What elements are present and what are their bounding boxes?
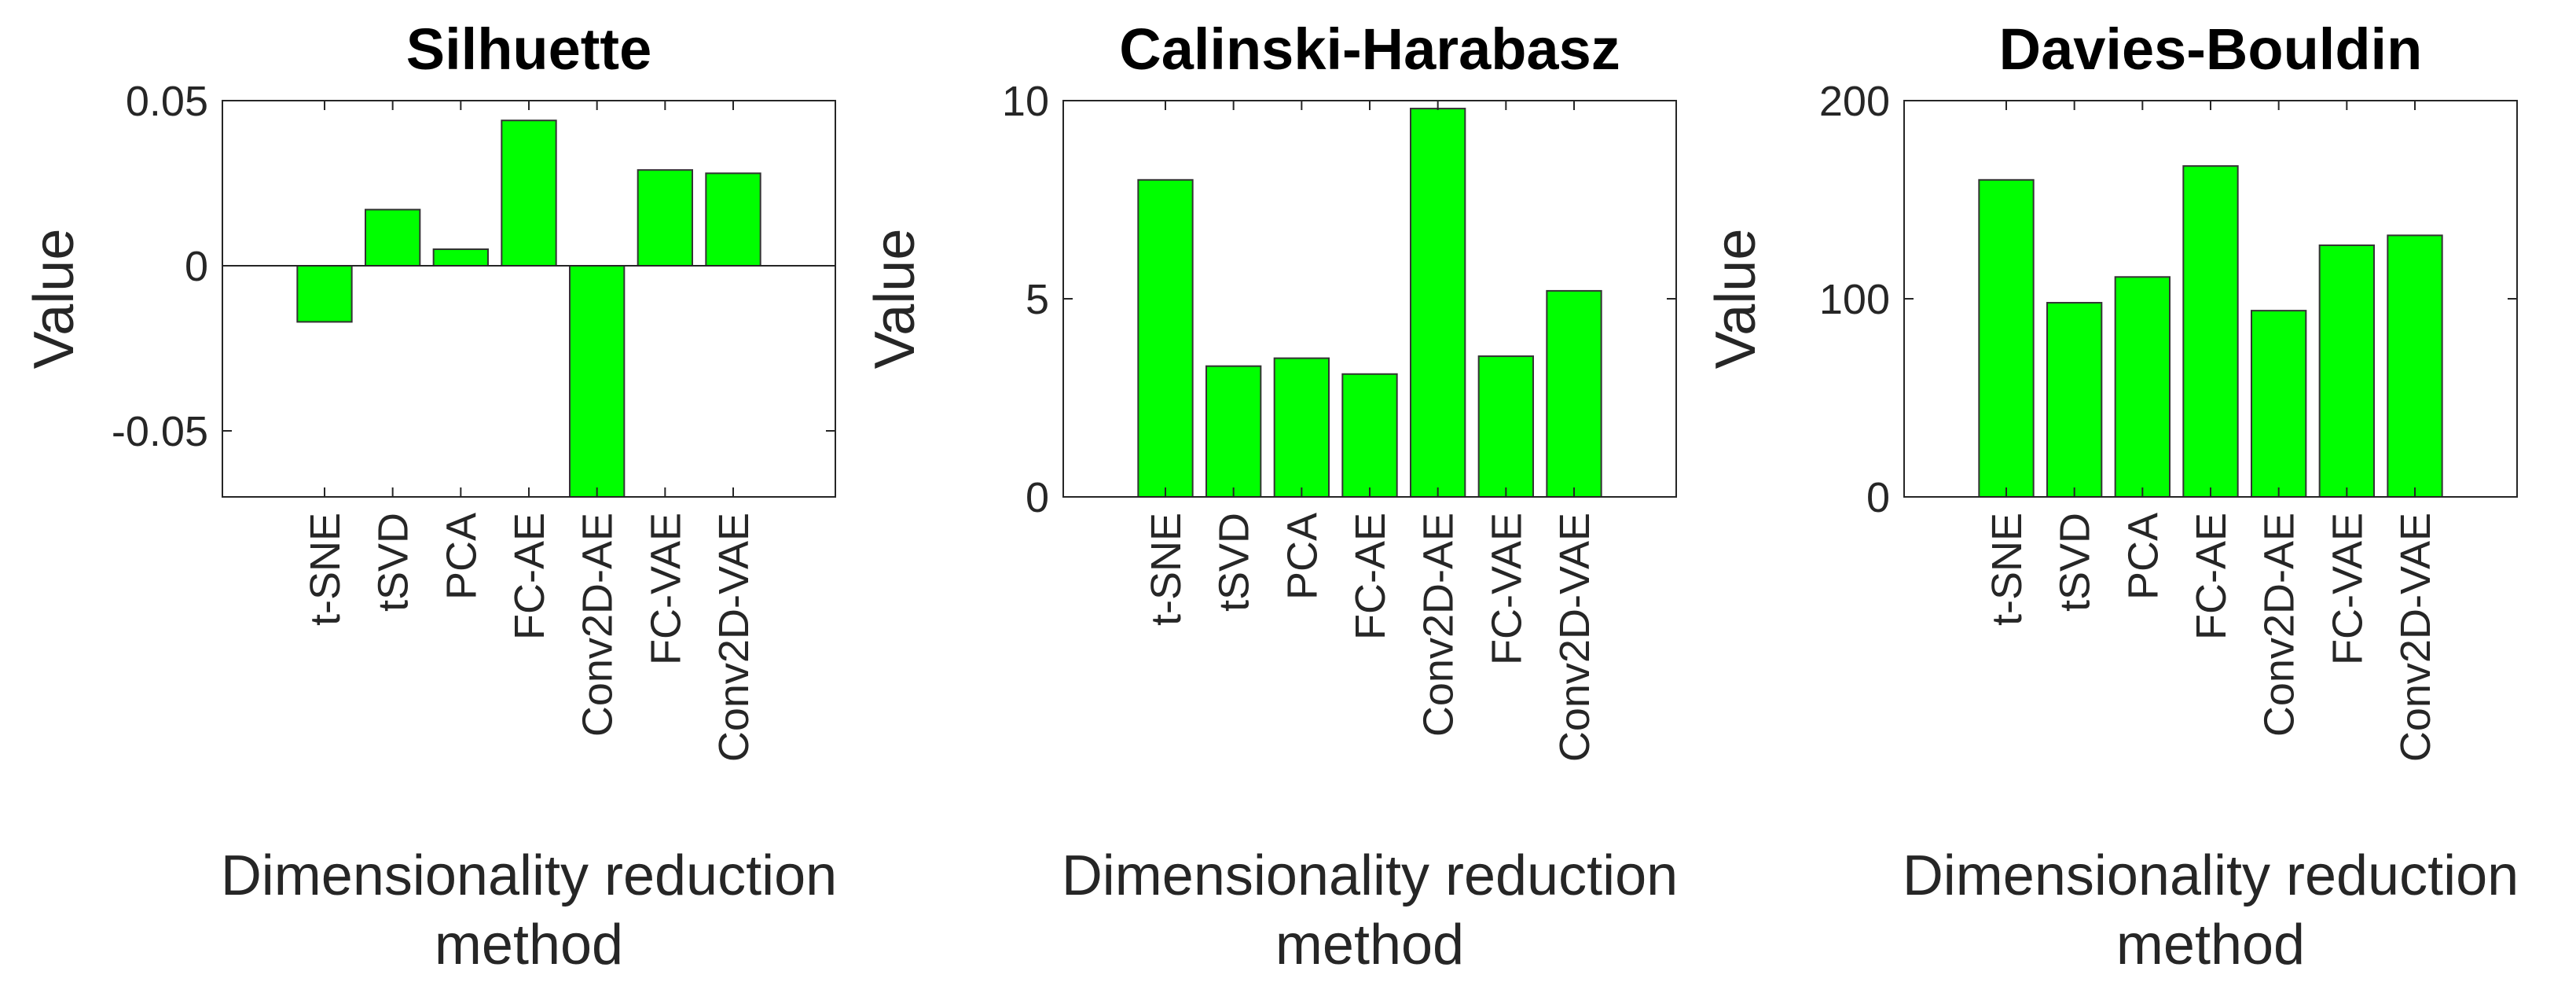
y-tick-label: 0 xyxy=(185,243,208,290)
bar-fc-ae xyxy=(2182,165,2239,498)
y-axis-label: Value xyxy=(23,229,86,370)
chart-title: Silhuette xyxy=(406,17,651,82)
chart-panel-3: 0 100 200 t-SNE tSVD PCA FC-AE Conv2D-AE FC-VAE C… xyxy=(1704,17,2519,976)
chart-panel-1: -0.05 0 0.05 t-SNE tSVD PCA FC-AE Conv2D-AE FC-V… xyxy=(23,17,837,976)
x-tick-label: PCA xyxy=(1279,513,1326,600)
y-tick-label: 5 xyxy=(1026,276,1049,323)
x-axis-label: Dimensionality reduction method xyxy=(1903,844,2519,976)
x-tick-label: tSVD xyxy=(2052,513,2099,612)
y-tick-label: 10 xyxy=(1002,78,1049,125)
x-tick-label: Conv2D-AE xyxy=(2256,513,2303,737)
chart-panel-2: 0 5 10 t-SNE tSVD PCA FC-AE Conv2D-AE FC-VAE Conv… xyxy=(864,17,1678,976)
bar-conv2d-ae xyxy=(569,265,626,498)
bar-fc-vae xyxy=(2318,244,2376,498)
x-tick-label: FC-VAE xyxy=(2324,513,2371,665)
x-tick-label: tSVD xyxy=(370,513,417,612)
bar-tsvd xyxy=(365,208,421,267)
bar-conv2d-vae xyxy=(1546,289,1602,498)
x-tick-label: t-SNE xyxy=(302,513,349,626)
x-tick-label: Conv2D-VAE xyxy=(1551,513,1598,762)
bar-conv2d-ae xyxy=(1410,108,1466,498)
bar-fc-vae xyxy=(1477,355,1534,498)
y-tick-label: 200 xyxy=(1819,78,1890,125)
x-tick-label: FC-AE xyxy=(2188,513,2235,640)
bar-t-sne xyxy=(1978,178,2035,498)
bar-tsvd xyxy=(2046,302,2103,498)
x-tick-label: Conv2D-AE xyxy=(1415,513,1462,737)
x-tick-label: FC-AE xyxy=(506,513,553,640)
x-axis-label: Dimensionality reduction method xyxy=(1062,844,1678,976)
bar-conv2d-vae xyxy=(705,172,761,267)
x-tick-label: t-SNE xyxy=(1143,513,1190,626)
bar-fc-vae xyxy=(637,169,694,267)
bar-fc-ae xyxy=(1341,373,1398,498)
chart-title: Davies-Bouldin xyxy=(1999,17,2423,82)
x-axis-label: Dimensionality reduction method xyxy=(221,844,837,976)
bar-tsvd xyxy=(1205,365,1262,498)
x-tick-label: Conv2D-VAE xyxy=(710,513,758,762)
chart-title: Calinski-Harabasz xyxy=(1119,17,1620,82)
y-tick-label: 0 xyxy=(1026,474,1049,521)
x-tick-label: FC-VAE xyxy=(1483,513,1530,665)
bar-conv2d-ae xyxy=(2251,310,2307,498)
bar-pca xyxy=(432,248,490,267)
y-tick-label: 0.05 xyxy=(126,78,208,125)
x-tick-label: Conv2D-VAE xyxy=(2392,513,2439,762)
y-tick-label: 100 xyxy=(1819,276,1890,323)
bar-t-sne xyxy=(1137,178,1194,498)
x-tick-label: PCA xyxy=(2119,513,2167,600)
x-tick-label: Conv2D-AE xyxy=(574,513,622,737)
y-tick-label: 0 xyxy=(1866,474,1890,521)
bar-pca xyxy=(2114,276,2171,498)
y-tick-label: -0.05 xyxy=(112,408,208,455)
x-tick-label: tSVD xyxy=(1211,513,1258,612)
x-tick-label: t-SNE xyxy=(1983,513,2031,626)
bar-fc-ae xyxy=(501,120,557,267)
y-axis-label: Value xyxy=(1704,229,1767,370)
x-tick-label: FC-VAE xyxy=(642,513,689,665)
x-tick-label: PCA xyxy=(438,513,485,600)
bar-pca xyxy=(1273,357,1330,498)
bar-conv2d-vae xyxy=(2387,234,2443,498)
x-tick-label: FC-AE xyxy=(1347,513,1394,640)
y-axis-label: Value xyxy=(864,229,927,370)
bar-t-sne xyxy=(296,265,353,323)
